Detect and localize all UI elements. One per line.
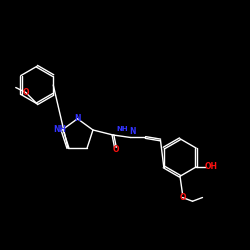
- Text: O: O: [112, 146, 119, 154]
- Text: N: N: [130, 127, 136, 136]
- Text: OH: OH: [205, 162, 218, 172]
- Text: NH: NH: [53, 126, 66, 134]
- Text: O: O: [22, 88, 29, 97]
- Text: O: O: [179, 193, 186, 202]
- Text: N: N: [74, 114, 81, 123]
- Text: NH: NH: [116, 126, 128, 132]
